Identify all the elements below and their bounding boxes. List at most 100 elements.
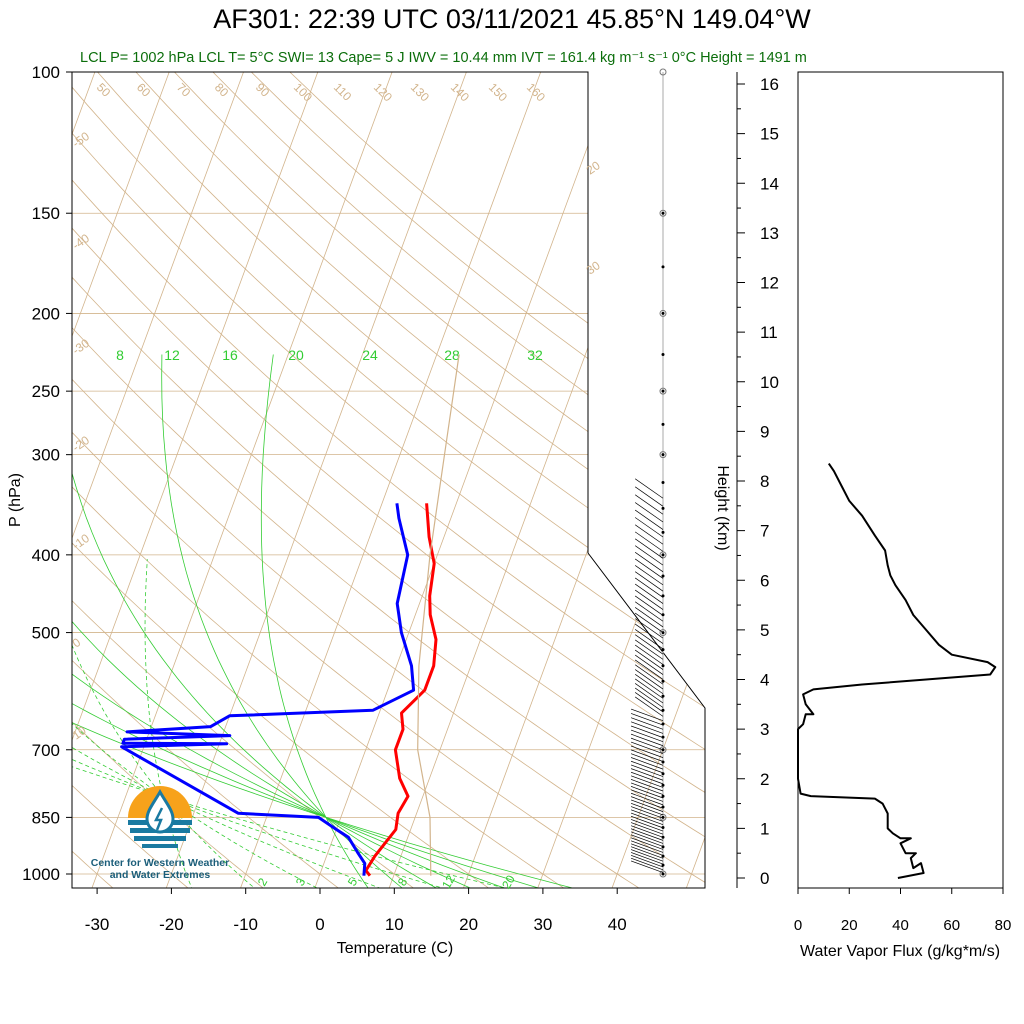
mixing-ratio-label: 20	[288, 347, 304, 363]
chart-title: AF301: 22:39 UTC 03/11/2021 45.85°N 149.…	[213, 4, 811, 34]
wind-barb	[630, 764, 664, 777]
wind-level-dot	[661, 553, 665, 557]
x-tick-label: 10	[385, 915, 404, 934]
wind-barb	[630, 792, 664, 806]
wind-level-circle	[659, 309, 667, 317]
wind-barb	[634, 623, 664, 644]
moist-label: 2	[255, 875, 271, 888]
dry-adiabat-line	[72, 72, 644, 888]
flux-x-axis-label: Water Vapor Flux (g/kg*m/s)	[800, 943, 1000, 960]
wind-barb	[634, 692, 664, 713]
wind-level-dot	[661, 311, 665, 315]
chart-subtitle: LCL P= 1002 hPa LCL T= 5°C SWI= 13 Cape=…	[80, 50, 807, 66]
isotherm-line	[610, 72, 705, 888]
mixing-ratio-line	[72, 354, 585, 888]
dry-adiabat-label: 90	[253, 80, 273, 100]
height-tick-label: 9	[760, 422, 769, 441]
mixing-ratio-line	[260, 354, 371, 888]
wind-barb	[630, 831, 664, 844]
x-tick-label: 40	[608, 915, 627, 934]
y-tick-label: 300	[32, 446, 60, 465]
height-tick-label: 1	[760, 819, 769, 838]
moist-line	[72, 558, 454, 888]
dry-adiabat-label: 80	[212, 80, 232, 100]
flux-x-tick-label: 80	[995, 917, 1012, 934]
wind-level-circle	[659, 629, 667, 637]
dry-adiabat-label: 110	[331, 80, 355, 104]
moist-label: 3	[293, 875, 309, 888]
dry-adiabat-line	[72, 72, 268, 888]
wind-barb	[630, 753, 664, 766]
flux-x-tick-label: 0	[794, 917, 802, 934]
dry-adiabat-line	[97, 72, 705, 888]
skew-t-y-axis-label: P (hPa)	[7, 473, 24, 527]
height-tick-label: 0	[760, 869, 769, 888]
logo-line-2: and Water Extremes	[109, 869, 211, 881]
wind-barb	[634, 654, 664, 675]
wind-barb	[630, 741, 664, 755]
wind-barb	[630, 802, 664, 816]
x-tick-label: 30	[533, 915, 552, 934]
flux-line	[797, 463, 997, 879]
wind-level-dot	[661, 506, 665, 510]
wind-barb	[630, 834, 664, 847]
mixing-ratio-label: 32	[527, 347, 543, 363]
wind-barb	[630, 846, 664, 859]
wind-level-dot	[661, 265, 665, 269]
isotherm-line	[760, 72, 1024, 891]
moist-label: 5	[345, 875, 361, 888]
y-tick-label: 100	[32, 63, 60, 82]
wind-barb	[630, 725, 664, 738]
wind-barb	[634, 486, 664, 507]
height-tick-label: 6	[760, 571, 769, 590]
y-tick-label: 700	[32, 741, 60, 760]
wind-barb	[634, 683, 664, 704]
mixing-ratio-label: 12	[164, 347, 180, 363]
y-tick-label: 150	[32, 204, 60, 223]
dry-adiabat-line	[72, 72, 705, 888]
dry-adiabat-line	[72, 72, 418, 888]
wind-barb	[630, 855, 664, 868]
wind-barb-column	[630, 68, 667, 878]
isotherm-line	[387, 72, 690, 888]
wind-barb	[630, 771, 664, 785]
wind-level-circle	[659, 209, 667, 217]
moist-line	[144, 559, 194, 888]
y-tick-label: 1000	[22, 865, 60, 884]
dry-adiabat-line	[72, 72, 705, 888]
isotherm-label: 20	[584, 158, 603, 177]
wind-level-circle	[659, 551, 667, 559]
wind-level-dot	[661, 772, 665, 776]
wind-level-dot	[661, 679, 665, 683]
wind-barb	[634, 538, 664, 559]
wind-barb	[630, 849, 664, 862]
isotherm-line	[72, 72, 170, 888]
temperature-line	[364, 503, 438, 877]
wind-level-dot	[661, 352, 665, 356]
isotherm-line	[536, 72, 705, 888]
wind-level-dot	[661, 530, 665, 534]
skew-t-series	[120, 354, 460, 877]
dry-adiabat-label: 100	[291, 80, 315, 104]
dewpoint-line	[120, 503, 416, 876]
x-tick-label: 0	[315, 915, 324, 934]
wind-barb	[634, 502, 664, 523]
wind-barb	[634, 687, 664, 708]
wind-barb	[630, 825, 664, 838]
mixing-ratio-line	[72, 354, 514, 888]
wind-barb	[634, 673, 664, 695]
dry-adiabat-line	[72, 72, 343, 888]
height-tick-label: 13	[760, 224, 779, 243]
dry-adiabat-line	[72, 72, 705, 888]
dry-adiabat-line	[72, 72, 705, 888]
wind-barb	[630, 721, 664, 734]
dry-adiabat-line	[72, 72, 192, 888]
x-tick-label: -30	[85, 915, 110, 934]
wind-barb	[634, 531, 664, 552]
mixing-ratio-label: 28	[444, 347, 460, 363]
wind-barb	[634, 552, 664, 573]
height-tick-label: 16	[760, 75, 779, 94]
wind-barb	[630, 828, 664, 841]
moist-line	[72, 558, 389, 888]
